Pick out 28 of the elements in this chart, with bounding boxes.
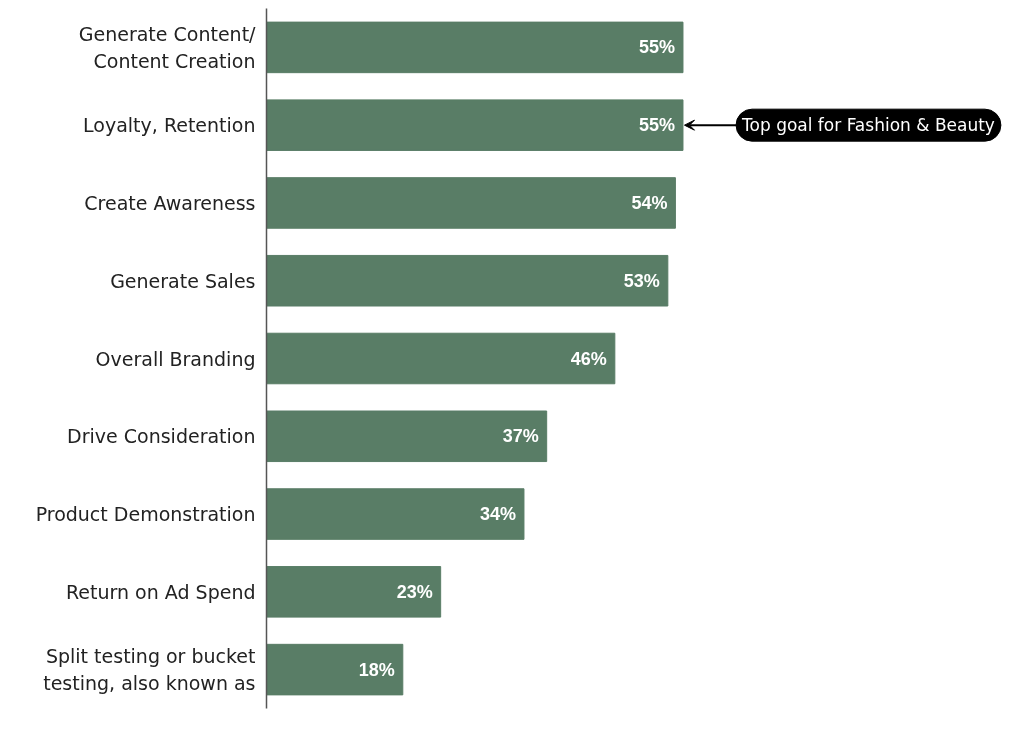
bar	[266, 21, 684, 74]
data-label: 37%	[502, 426, 539, 447]
data-label: 55%	[638, 37, 675, 58]
data-label: 34%	[479, 504, 516, 525]
y-tick-label: Overall Branding	[95, 347, 256, 370]
data-label: 23%	[396, 581, 433, 602]
bar	[266, 410, 548, 463]
y-tick-label: Return on Ad Spend	[66, 580, 256, 603]
data-label: 18%	[358, 659, 395, 680]
bar	[266, 332, 616, 385]
y-tick-label: Generate Content/ Content Creation	[78, 23, 257, 72]
y-tick-label: Drive Consideration	[67, 425, 256, 448]
annotation: Top goal for Fashion & Beauty	[741, 115, 995, 136]
bar	[266, 254, 669, 307]
data-label: 46%	[570, 348, 607, 369]
bar	[266, 643, 404, 696]
y-tick-label: Create Awareness	[84, 191, 256, 214]
bar	[266, 177, 676, 229]
data-label: 55%	[638, 115, 675, 136]
data-label: 54%	[631, 192, 668, 213]
y-tick-label: Split testing or bucket testing, also known as	[43, 645, 256, 694]
bar	[266, 99, 684, 151]
data-label: 53%	[623, 270, 660, 291]
y-tick-label: Product Demonstration	[35, 503, 256, 526]
bar	[266, 488, 525, 540]
bar	[266, 566, 442, 618]
y-tick-label: Generate Sales	[110, 269, 256, 292]
y-tick-label: Loyalty, Retention	[83, 114, 256, 137]
